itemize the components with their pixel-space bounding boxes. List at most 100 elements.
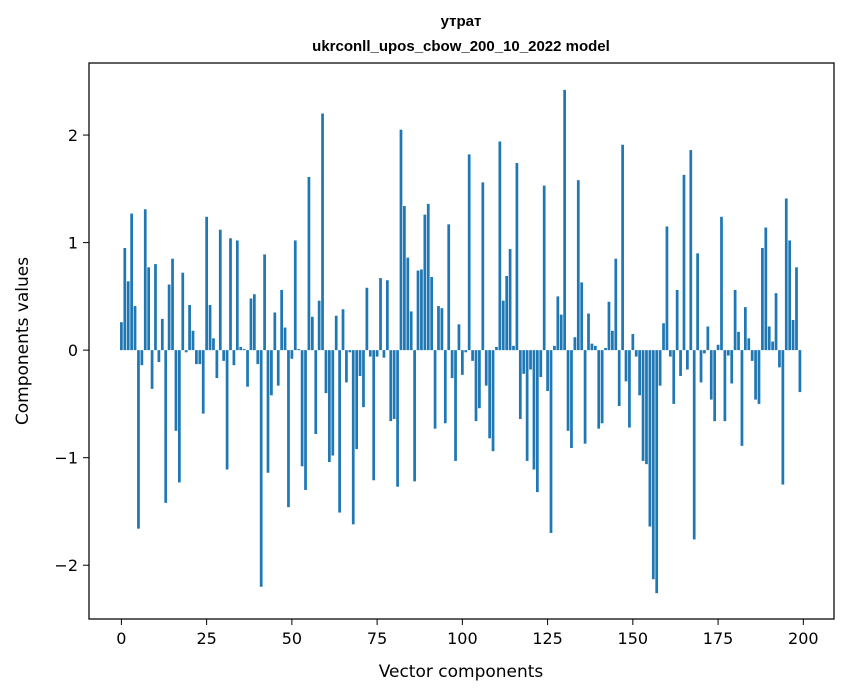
bar-165 <box>682 174 686 351</box>
x-tick-label-50: 50 <box>282 629 302 648</box>
y-axis-label: Components values <box>13 257 33 425</box>
bar-9 <box>150 350 154 389</box>
x-tick-label-75: 75 <box>367 629 387 648</box>
bar-41 <box>259 350 263 587</box>
bar-168 <box>692 350 696 540</box>
bar-43 <box>266 350 270 473</box>
x-tick-label-150: 150 <box>618 629 649 648</box>
bar-26 <box>208 304 212 351</box>
bar-53 <box>300 350 304 467</box>
bar-129 <box>559 314 563 351</box>
bar-51 <box>293 240 297 351</box>
bar-59 <box>321 113 324 351</box>
y-tick-label-1: 1 <box>68 234 78 253</box>
bar-36 <box>242 349 246 351</box>
bar-115 <box>512 345 515 351</box>
bar-19 <box>184 350 188 353</box>
bar-151 <box>634 350 638 357</box>
bar-0 <box>120 322 123 351</box>
bar-132 <box>570 350 573 448</box>
bar-191 <box>771 341 774 351</box>
bar-163 <box>675 289 679 351</box>
bar-34 <box>235 240 239 351</box>
bar-188 <box>761 247 764 351</box>
bar-96 <box>447 224 451 351</box>
bar-60 <box>324 350 328 394</box>
x-tick-label-175: 175 <box>703 629 734 648</box>
bar-80 <box>392 350 396 419</box>
x-tick-label-25: 25 <box>196 629 216 648</box>
bar-2 <box>126 281 130 351</box>
bar-182 <box>740 350 744 446</box>
bar-167 <box>689 150 693 351</box>
bar-18 <box>181 272 185 351</box>
bar-198 <box>795 267 798 351</box>
bar-40 <box>256 350 260 365</box>
bar-127 <box>553 345 556 351</box>
bar-50 <box>290 350 294 359</box>
bar-68 <box>351 350 355 525</box>
bar-143 <box>607 301 611 351</box>
bar-141 <box>600 350 604 424</box>
bar-174 <box>713 350 717 422</box>
bar-13 <box>164 350 168 503</box>
bar-23 <box>198 350 202 365</box>
bar-46 <box>276 350 280 386</box>
bar-98 <box>454 350 457 461</box>
x-axis-label: Vector components <box>379 662 544 682</box>
bar-112 <box>501 300 505 351</box>
bar-131 <box>566 350 570 431</box>
bar-185 <box>750 350 754 361</box>
bar-29 <box>218 229 222 351</box>
bar-155 <box>648 350 652 527</box>
bar-199 <box>798 350 802 393</box>
bar-11 <box>157 350 161 362</box>
bar-130 <box>563 89 567 351</box>
bar-100 <box>460 350 464 375</box>
bar-82 <box>399 129 403 351</box>
bar-3 <box>130 213 133 351</box>
bar-35 <box>239 346 243 351</box>
bar-122 <box>536 350 539 493</box>
bar-25 <box>205 216 208 351</box>
bar-137 <box>587 313 590 351</box>
bar-156 <box>651 350 655 580</box>
bar-124 <box>542 185 546 351</box>
bar-49 <box>287 350 290 508</box>
bar-5 <box>137 350 140 529</box>
bar-105 <box>478 350 481 409</box>
bar-180 <box>733 289 737 351</box>
bar-120 <box>529 350 532 370</box>
bar-52 <box>297 349 301 351</box>
bar-158 <box>658 350 662 386</box>
bar-93 <box>437 306 440 351</box>
bar-78 <box>385 280 389 351</box>
bar-123 <box>539 350 543 378</box>
bar-140 <box>597 350 601 429</box>
bar-193 <box>778 350 781 368</box>
bar-177 <box>723 350 727 422</box>
bar-114 <box>508 249 512 351</box>
bar-119 <box>525 350 529 461</box>
bar-76 <box>379 278 382 351</box>
bar-66 <box>345 350 348 383</box>
x-tick-label-200: 200 <box>788 629 819 648</box>
bar-108 <box>488 350 491 439</box>
x-tick-label-100: 100 <box>447 629 478 648</box>
bar-31 <box>225 350 229 470</box>
bar-15 <box>171 258 174 351</box>
bar-30 <box>222 350 226 361</box>
bar-107 <box>484 350 488 386</box>
bar-133 <box>573 337 577 351</box>
bar-166 <box>686 350 689 370</box>
bar-48 <box>283 327 287 351</box>
bar-101 <box>464 350 468 353</box>
bar-8 <box>147 267 151 351</box>
y-tick-label--1: −1 <box>54 449 78 468</box>
bar-171 <box>703 350 706 354</box>
bar-125 <box>546 350 549 392</box>
bar-103 <box>471 350 474 361</box>
bar-116 <box>515 163 519 351</box>
bar-7 <box>143 209 147 351</box>
x-tick-label-125: 125 <box>532 629 563 648</box>
